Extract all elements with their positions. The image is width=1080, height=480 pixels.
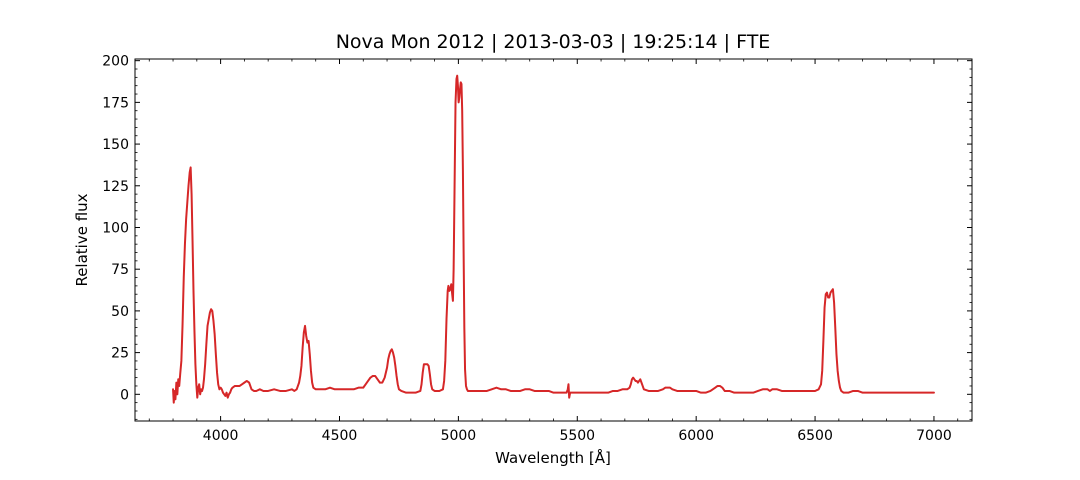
x-tick-label: 6500 (797, 428, 833, 444)
x-tick-label: 4500 (322, 428, 358, 444)
x-tick-label: 6000 (678, 428, 714, 444)
chart-title: Nova Mon 2012 | 2013-03-03 | 19:25:14 | … (336, 31, 771, 53)
x-tick-label: 7000 (916, 428, 952, 444)
y-tick-label: 200 (102, 54, 129, 70)
axis-tick-labels: 4000 4500 5000 5500 6000 6500 7000 0 25 50 75 100 12… (102, 54, 952, 444)
x-tick-label: 5500 (559, 428, 595, 444)
x-axis-label: Wavelength [Å] (495, 448, 611, 467)
y-tick-label: 75 (111, 262, 129, 278)
y-tick-label: 150 (102, 137, 129, 153)
y-tick-label: 100 (102, 220, 129, 236)
y-tick-label: 125 (102, 179, 129, 195)
spectrum-line (172, 74, 935, 404)
y-tick-label: 175 (102, 95, 129, 111)
y-tick-label: 50 (111, 304, 129, 320)
plot-area (135, 59, 972, 421)
y-tick-label: 25 (111, 346, 129, 362)
y-axis-label: Relative flux (73, 193, 91, 286)
y-tick-label: 0 (120, 387, 129, 403)
x-tick-label: 5000 (441, 428, 477, 444)
series-layer (172, 74, 935, 404)
plot-frame (134, 58, 973, 422)
x-tick-label: 4000 (203, 428, 239, 444)
